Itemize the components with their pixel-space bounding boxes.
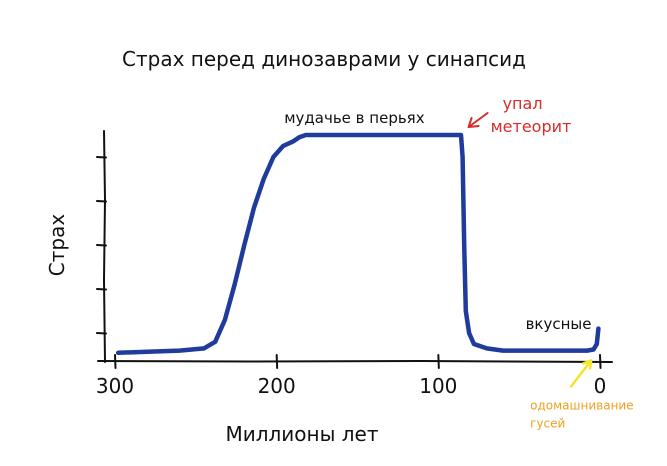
- annotation-meteor: упал метеорит: [467, 94, 572, 136]
- x-tick-label-200: 200: [258, 374, 296, 398]
- x-tick-0: [599, 354, 602, 369]
- annotation-meteor-line2: метеорит: [491, 117, 572, 136]
- annotation-geese: одомашнивание гусей: [530, 359, 634, 430]
- x-axis-line: [97, 359, 613, 363]
- x-tick-300: [114, 354, 117, 369]
- y-tick-4: [96, 156, 107, 159]
- x-tick-label-100: 100: [419, 374, 457, 398]
- x-tick-200: [275, 354, 279, 369]
- y-ticks: [96, 156, 107, 335]
- y-tick-2: [96, 244, 107, 247]
- chart-title: Страх перед динозаврами у синапсид: [122, 47, 526, 71]
- geese-arrow: [569, 359, 593, 388]
- x-tick-label-0: 0: [594, 374, 607, 398]
- annotation-tasty: вкусные: [526, 315, 592, 333]
- x-tick-label-300: 300: [96, 374, 134, 398]
- x-tick-100: [437, 354, 440, 369]
- x-axis-label: Миллионы лет: [225, 422, 378, 446]
- y-tick-0: [96, 332, 107, 335]
- x-ticks: 300 200 100 0: [96, 354, 607, 398]
- annotation-geese-line1: одомашнивание: [530, 398, 633, 412]
- y-tick-3: [96, 200, 107, 203]
- meteor-arrow: [467, 112, 489, 128]
- annotation-feathered: мудачье в перьях: [284, 109, 424, 127]
- annotation-geese-line2: гусей: [530, 416, 565, 430]
- series-line: [115, 132, 601, 356]
- y-axis-line: [102, 130, 107, 363]
- y-axis-label: Страх: [45, 214, 69, 277]
- y-tick-1: [96, 288, 107, 291]
- annotation-meteor-line1: упал: [503, 94, 543, 113]
